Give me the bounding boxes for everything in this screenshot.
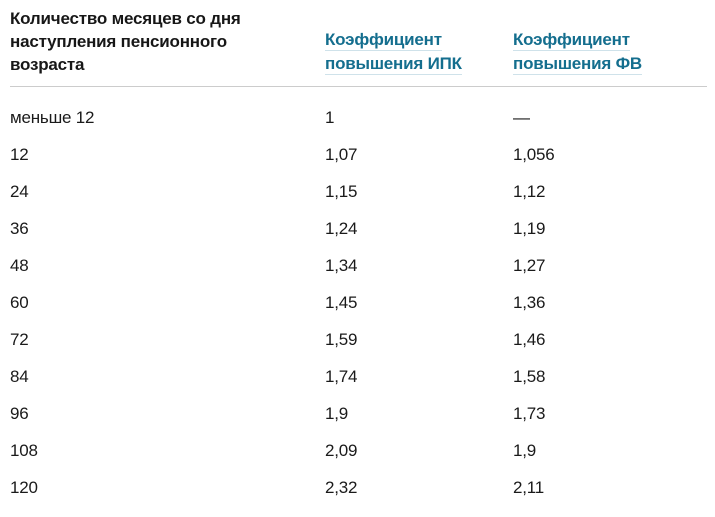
ipk-column-header: Коэффициент повышения ИПК	[325, 7, 513, 87]
fv-value-cell: 2,11	[513, 478, 545, 497]
months-cell: 60	[10, 293, 29, 312]
pension-coefficients-table-page: Количество месяцев со дня наступления пе…	[10, 7, 707, 506]
table-row: 60 1,45 1,36	[10, 284, 707, 321]
ipk-value-cell: 1,34	[325, 256, 358, 275]
ipk-coefficient-link[interactable]: Коэффициент повышения ИПК	[325, 30, 462, 75]
ipk-value-cell: 1,24	[325, 219, 358, 238]
table-row: 120 2,32 2,11	[10, 469, 707, 506]
months-cell: 36	[10, 219, 29, 238]
months-column-header: Количество месяцев со дня наступления пе…	[10, 7, 325, 87]
ipk-value-cell: 1,9	[325, 404, 349, 423]
months-cell: 120	[10, 478, 38, 497]
table-row: меньше 12 1 —	[10, 87, 707, 137]
fv-value-cell: 1,12	[513, 182, 546, 201]
fv-value-cell: 1,27	[513, 256, 546, 275]
fv-value-cell: 1,056	[513, 145, 555, 164]
fv-value-cell: 1,9	[513, 441, 537, 460]
ipk-value-cell: 2,32	[325, 478, 358, 497]
table-row: 48 1,34 1,27	[10, 247, 707, 284]
table-row: 108 2,09 1,9	[10, 432, 707, 469]
months-cell: 108	[10, 441, 38, 460]
table-row: 24 1,15 1,12	[10, 173, 707, 210]
ipk-value-cell: 1,07	[325, 145, 358, 164]
ipk-value-cell: 2,09	[325, 441, 358, 460]
months-cell: 84	[10, 367, 29, 386]
fv-column-header: Коэффициент повышения ФВ	[513, 7, 707, 87]
fv-value-cell: 1,36	[513, 293, 546, 312]
months-cell: 72	[10, 330, 29, 349]
months-cell: меньше 12	[10, 108, 95, 127]
table-row: 84 1,74 1,58	[10, 358, 707, 395]
fv-coefficient-link[interactable]: Коэффициент повышения ФВ	[513, 30, 642, 75]
table-header-row: Количество месяцев со дня наступления пе…	[10, 7, 707, 87]
table-header: Количество месяцев со дня наступления пе…	[10, 7, 707, 87]
ipk-value-cell: 1,59	[325, 330, 358, 349]
ipk-value-cell: 1,15	[325, 182, 358, 201]
table-body: меньше 12 1 — 12 1,07 1,056 24 1,15 1,12 36 1,24 1,…	[10, 87, 707, 507]
pension-coefficients-table: Количество месяцев со дня наступления пе…	[10, 7, 707, 506]
table-row: 36 1,24 1,19	[10, 210, 707, 247]
fv-value-cell: 1,73	[513, 404, 546, 423]
fv-value-cell: —	[513, 108, 530, 127]
table-row: 72 1,59 1,46	[10, 321, 707, 358]
months-cell: 24	[10, 182, 29, 201]
fv-value-cell: 1,46	[513, 330, 546, 349]
table-row: 12 1,07 1,056	[10, 136, 707, 173]
months-cell: 48	[10, 256, 29, 275]
fv-value-cell: 1,58	[513, 367, 546, 386]
months-cell: 96	[10, 404, 29, 423]
fv-value-cell: 1,19	[513, 219, 546, 238]
months-cell: 12	[10, 145, 29, 164]
ipk-value-cell: 1	[325, 108, 335, 127]
ipk-value-cell: 1,45	[325, 293, 358, 312]
ipk-value-cell: 1,74	[325, 367, 358, 386]
table-row: 96 1,9 1,73	[10, 395, 707, 432]
